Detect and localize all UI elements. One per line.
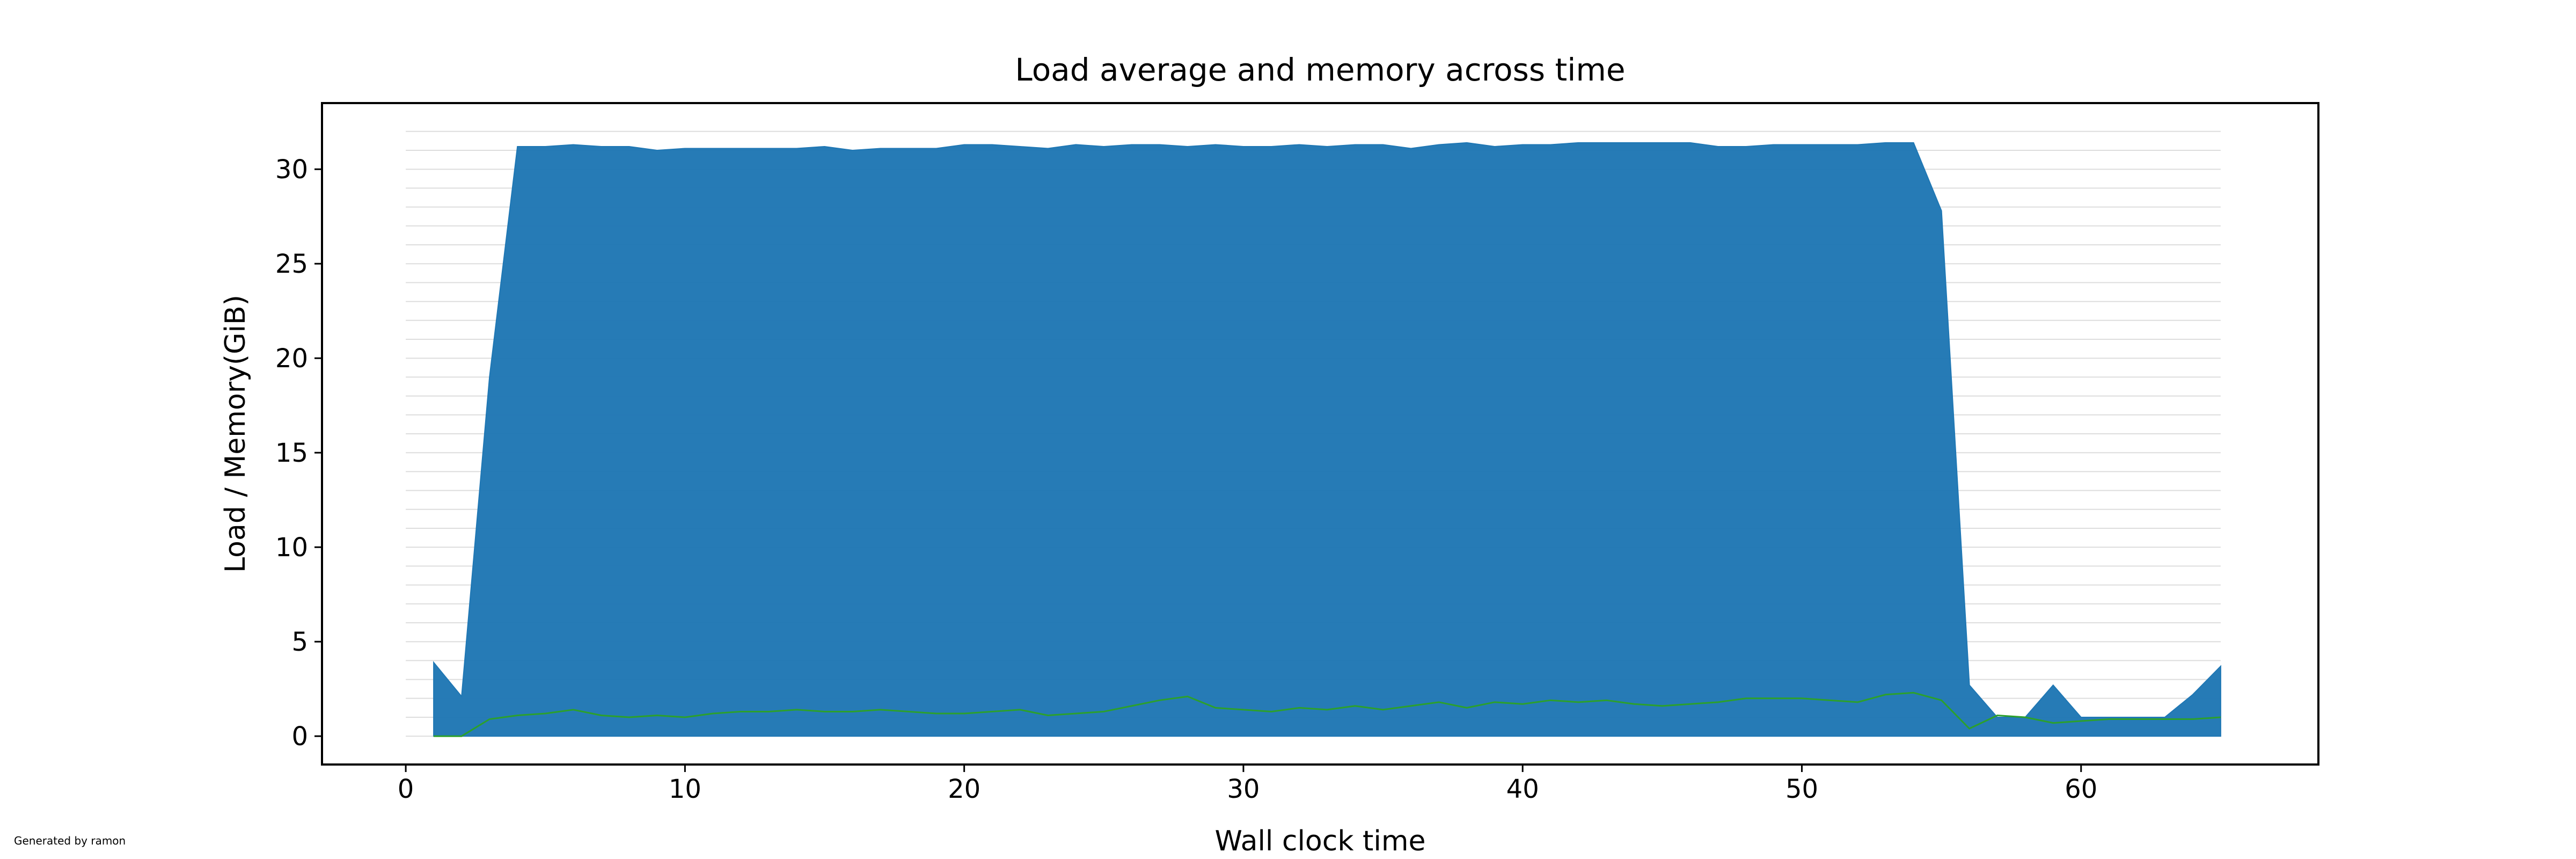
plot-frame (321, 102, 2319, 766)
x-axis-label: Wall clock time (1215, 825, 1426, 857)
y-tick-label-15: 15 (275, 438, 308, 468)
x-tick-label-0: 0 (398, 774, 414, 804)
y-axis-label: Load / Memory(GiB) (219, 295, 252, 573)
x-tick-label-30: 30 (1227, 774, 1260, 804)
axes-layer: 0 10 20 30 40 50 60 0 5 10 15 20 25 30 (275, 155, 2097, 804)
series-line-1 (434, 691, 2221, 737)
x-tick-label-10: 10 (669, 774, 701, 804)
y-tick-label-10: 10 (275, 533, 308, 563)
y-tick-label-25: 25 (275, 249, 308, 279)
series-area-0 (433, 142, 2221, 737)
y-tick-label-0: 0 (291, 722, 308, 752)
series-layer (433, 142, 2221, 737)
y-tick-label-5: 5 (291, 627, 308, 657)
x-tick-label-50: 50 (1785, 774, 1818, 804)
generated-by-note: Generated by ramon (14, 834, 126, 847)
x-tick-label-60: 60 (2065, 774, 2097, 804)
x-tick-label-20: 20 (948, 774, 980, 804)
chart-title: Load average and memory across time (1015, 52, 1625, 88)
y-tick-label-30: 30 (275, 155, 308, 185)
y-tick-label-20: 20 (275, 344, 308, 374)
x-tick-label-40: 40 (1506, 774, 1539, 804)
